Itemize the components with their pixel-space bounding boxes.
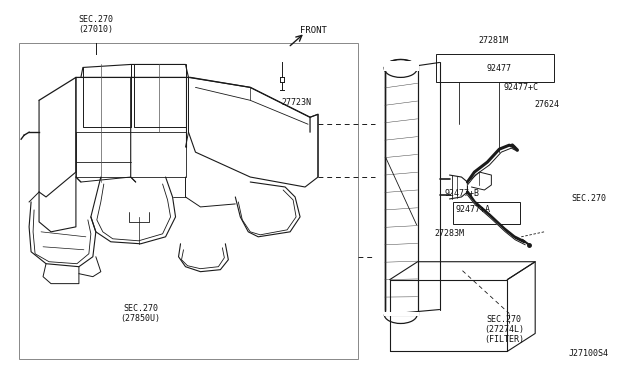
Text: FRONT: FRONT [300, 26, 327, 35]
Text: 27281M: 27281M [478, 36, 508, 45]
Text: 27624: 27624 [534, 100, 559, 109]
Text: 27283M: 27283M [435, 229, 465, 238]
Text: SEC.270
(27274L)
(FILTER): SEC.270 (27274L) (FILTER) [484, 315, 524, 344]
Text: 92477+A: 92477+A [456, 205, 490, 214]
Bar [19, 42, 358, 359]
Bar [384, 61, 419, 71]
Text: 92477+C: 92477+C [503, 83, 538, 92]
Bar [452, 202, 520, 224]
Bar [384, 311, 419, 315]
Text: SEC.270
(27850U): SEC.270 (27850U) [121, 304, 161, 323]
Text: 92477+B: 92477+B [445, 189, 479, 199]
Text: SEC.270: SEC.270 [571, 195, 606, 203]
Text: 27723N: 27723N [281, 98, 311, 107]
Text: SEC.270
(27010): SEC.270 (27010) [78, 15, 113, 34]
Text: 92477: 92477 [486, 64, 511, 73]
Text: J27100S4: J27100S4 [569, 349, 609, 358]
Bar [436, 54, 554, 82]
